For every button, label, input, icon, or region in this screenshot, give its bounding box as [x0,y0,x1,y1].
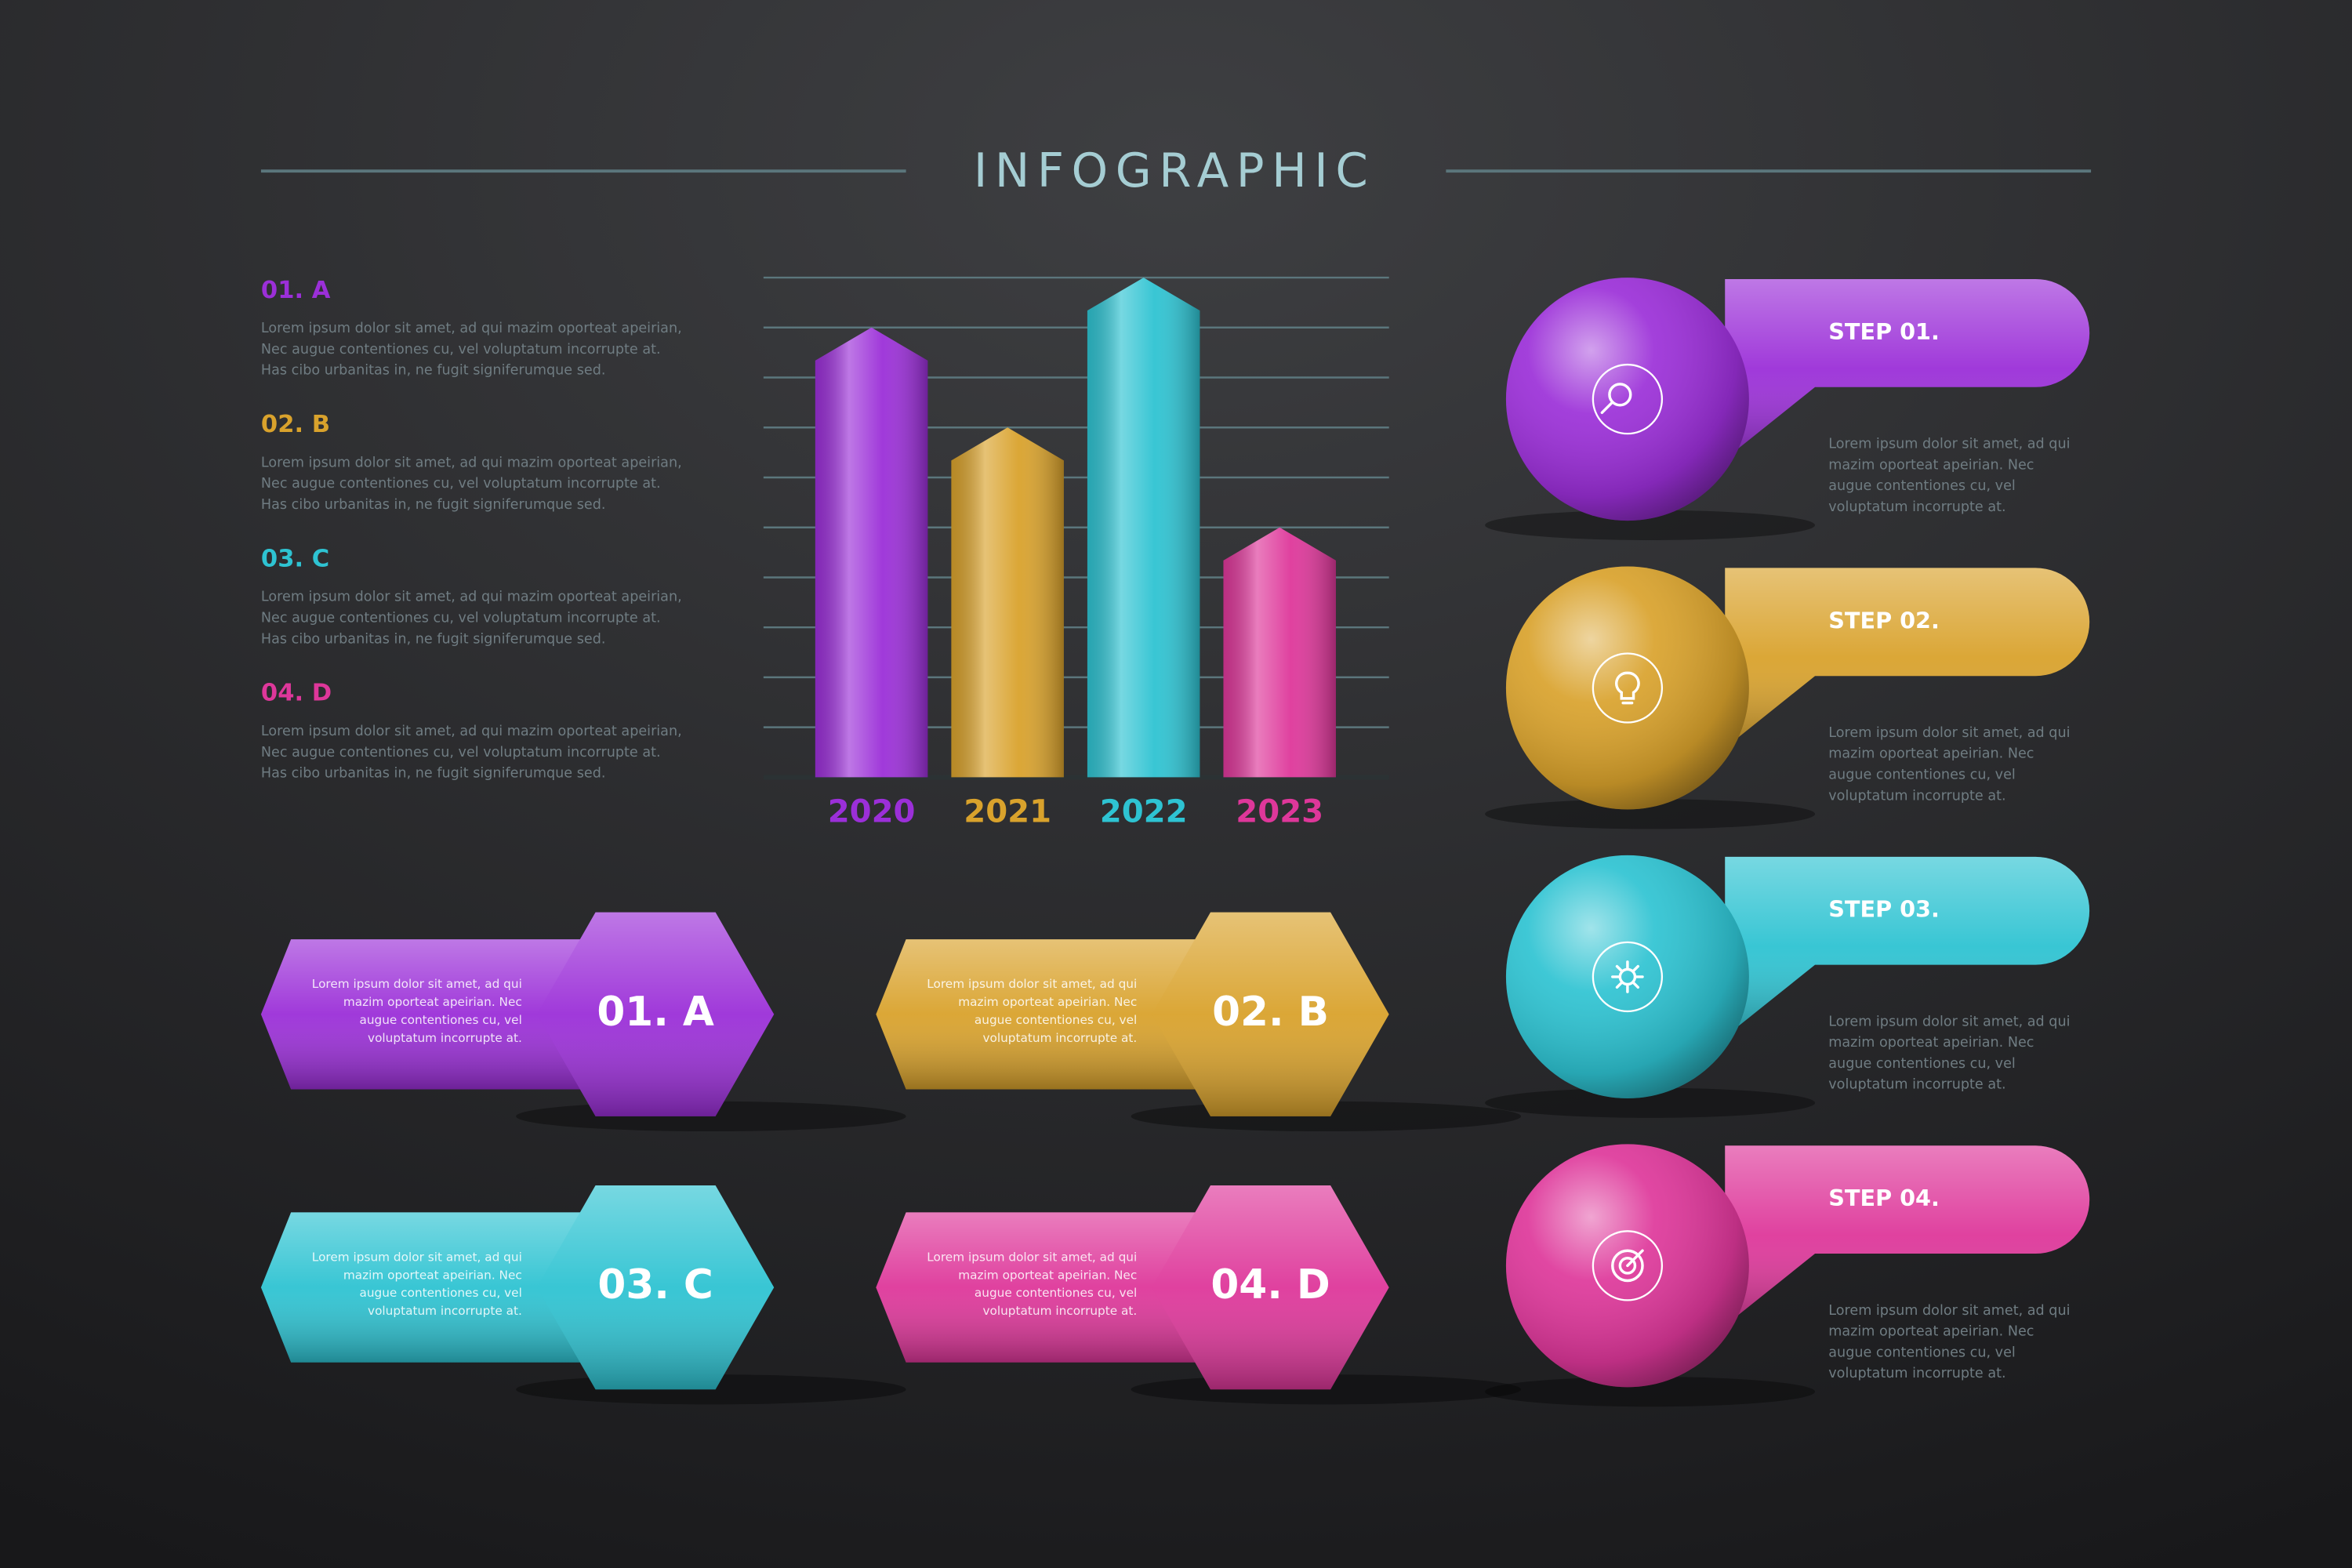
card-text: voluptatum incorrupte at. [982,1031,1137,1045]
step-text: voluptatum incorrupte at. [1828,1077,2005,1093]
card-hexagon-shine [536,912,775,1116]
list-text: Nec augue contentiones cu, vel voluptatu… [261,476,661,492]
card-text: augue contentiones cu, vel [359,1286,521,1300]
step-icon [1600,383,1632,415]
list-text: Has cibo urbanitas in, ne fugit signifer… [261,766,606,782]
step-text: voluptatum incorrupte at. [1828,788,2005,804]
list-text: Has cibo urbanitas in, ne fugit signifer… [261,363,606,379]
step-icon-ring [1592,941,1664,1013]
step-shadow [1485,1376,1816,1407]
card-hexagon-shine [536,1185,775,1390]
step-text: augue contentiones cu, vel [1828,768,2016,783]
step-shadow [1485,799,1816,829]
list-heading: 02. B [261,411,330,438]
step-tab-shine [1725,278,2090,459]
bar-shine [1087,278,1200,778]
card-text: mazim oporteat apeirian. Nec [958,995,1137,1009]
card-text: Lorem ipsum dolor sit amet, ad qui [927,1250,1137,1264]
list-text: Lorem ipsum dolor sit amet, ad qui mazim… [261,724,682,739]
card-text: voluptatum incorrupte at. [368,1304,522,1318]
card-text: mazim oporteat apeirian. Nec [958,1268,1137,1282]
card-band-shine [876,1212,1271,1363]
card-label: 02. B [1212,989,1329,1036]
list-text: Nec augue contentiones cu, vel voluptatu… [261,342,661,358]
step-shadow [1485,510,1816,540]
card-text: Lorem ipsum dolor sit amet, ad qui [312,1250,522,1264]
step-text: voluptatum incorrupte at. [1828,499,2005,515]
x-tick-label: 2023 [1236,793,1323,829]
step-label: STEP 04. [1828,1185,1940,1211]
step-tab-shine [1725,568,2090,749]
step-label: STEP 03. [1828,896,1940,923]
step-icon [1611,1249,1644,1283]
step-text: augue contentiones cu, vel [1828,478,2016,494]
card-hexagon-shine [1152,912,1389,1116]
step-icon-ring [1592,1230,1664,1301]
card-text: Lorem ipsum dolor sit amet, ad qui [927,977,1137,991]
x-tick-label: 2020 [828,793,916,829]
step-shadow [1485,1087,1816,1118]
step-text: mazim oporteat apeirian. Nec [1828,746,2034,762]
card-text: augue contentiones cu, vel [359,1013,521,1027]
list-heading: 03. C [261,545,329,572]
card-text: voluptatum incorrupte at. [368,1031,522,1045]
card-label: 01. A [597,989,713,1036]
step-sphere-shine [1505,278,1749,521]
step-text: mazim oporteat apeirian. Nec [1828,1324,2034,1340]
card-band-shine [260,1212,656,1363]
list-text: Lorem ipsum dolor sit amet, ad qui mazim… [261,321,682,336]
step-text: Lorem ipsum dolor sit amet, ad qui [1828,437,2070,452]
list-text: Lorem ipsum dolor sit amet, ad qui mazim… [261,455,682,470]
title: INFOGRAPHIC [974,143,1375,198]
step-icon [1615,671,1640,705]
card-label: 04. D [1210,1261,1330,1308]
step-icon [1611,960,1644,993]
list-heading: 01. A [261,277,331,304]
step-sphere-shine [1505,566,1749,810]
card-band-shine [876,939,1271,1090]
card-hexagon-shine [1152,1185,1389,1390]
card-band-shine [260,939,656,1090]
card-text: voluptatum incorrupte at. [982,1304,1137,1318]
step-text: augue contentiones cu, vel [1828,1056,2016,1072]
card-text: augue contentiones cu, vel [975,1286,1137,1300]
step-text: Lorem ipsum dolor sit amet, ad qui [1828,725,2070,741]
card-label: 03. C [597,1261,713,1308]
list-text: Lorem ipsum dolor sit amet, ad qui mazim… [261,590,682,605]
step-label: STEP 02. [1828,607,1940,633]
bar-shine [1223,527,1336,778]
card-text: augue contentiones cu, vel [975,1013,1137,1027]
list-text: Nec augue contentiones cu, vel voluptatu… [261,611,661,626]
bar-shine [951,427,1064,778]
step-tab-shine [1725,1145,2090,1326]
list-text: Has cibo urbanitas in, ne fugit signifer… [261,497,606,513]
list-text: Has cibo urbanitas in, ne fugit signifer… [261,631,606,647]
step-text: Lorem ipsum dolor sit amet, ad qui [1828,1303,2070,1319]
step-text: mazim oporteat apeirian. Nec [1828,457,2034,473]
step-icon-ring [1592,363,1664,435]
step-sphere-shine [1505,855,1749,1098]
list-text: Nec augue contentiones cu, vel voluptatu… [261,745,661,760]
x-tick-label: 2022 [1100,793,1188,829]
card-text: mazim oporteat apeirian. Nec [343,1268,522,1282]
step-text: Lorem ipsum dolor sit amet, ad qui [1828,1014,2070,1029]
step-text: mazim oporteat apeirian. Nec [1828,1035,2034,1051]
step-text: augue contentiones cu, vel [1828,1345,2016,1360]
list-heading: 04. D [261,680,332,707]
x-tick-label: 2021 [964,793,1051,829]
step-text: voluptatum incorrupte at. [1828,1366,2005,1381]
bar-shine [815,327,928,778]
step-icon-ring [1592,652,1664,724]
card-text: mazim oporteat apeirian. Nec [343,995,522,1009]
step-label: STEP 01. [1828,318,1940,345]
card-text: Lorem ipsum dolor sit amet, ad qui [312,977,522,991]
step-tab-shine [1725,856,2090,1037]
